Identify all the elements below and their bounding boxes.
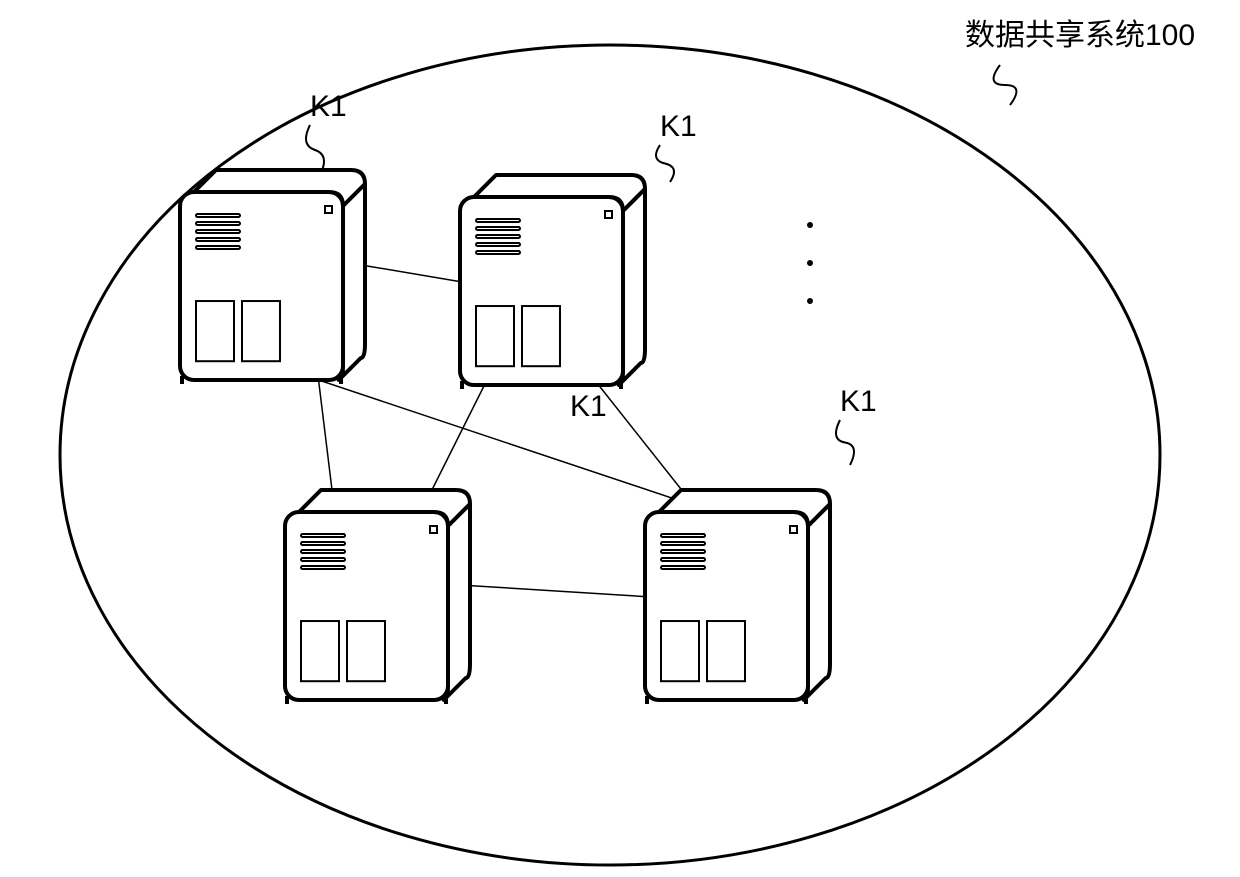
edge [365, 266, 460, 282]
server-front [180, 192, 343, 380]
edge [319, 380, 334, 505]
node-label: K1 [310, 90, 347, 124]
node-label-leader [306, 125, 324, 175]
edge [426, 385, 484, 501]
ellipsis-dot [807, 222, 813, 228]
system-title: 数据共享系统100 [965, 10, 1195, 54]
server-front [460, 197, 623, 385]
server-front [285, 512, 448, 700]
title-leader [994, 65, 1017, 105]
server-node [180, 170, 365, 384]
node-label-leader [836, 420, 854, 465]
node-label: K1 [660, 110, 697, 144]
diagram-canvas: 数据共享系统100 K1 K1 K1 K1 [0, 0, 1240, 877]
diagram-svg [0, 0, 1240, 877]
ellipsis-dot [807, 260, 813, 266]
server-node [460, 175, 645, 389]
server-front [645, 512, 808, 700]
edge [599, 385, 694, 505]
node-label: K1 [840, 385, 877, 419]
server-side [339, 184, 365, 380]
server-side [444, 504, 470, 700]
server-side [619, 189, 645, 385]
edge [319, 380, 694, 505]
server-node [285, 490, 470, 704]
node-label-leader [656, 145, 674, 182]
edge [470, 586, 645, 597]
ellipsis-dot [807, 298, 813, 304]
server-node [645, 490, 830, 704]
server-side [804, 504, 830, 700]
node-label: K1 [570, 390, 607, 424]
